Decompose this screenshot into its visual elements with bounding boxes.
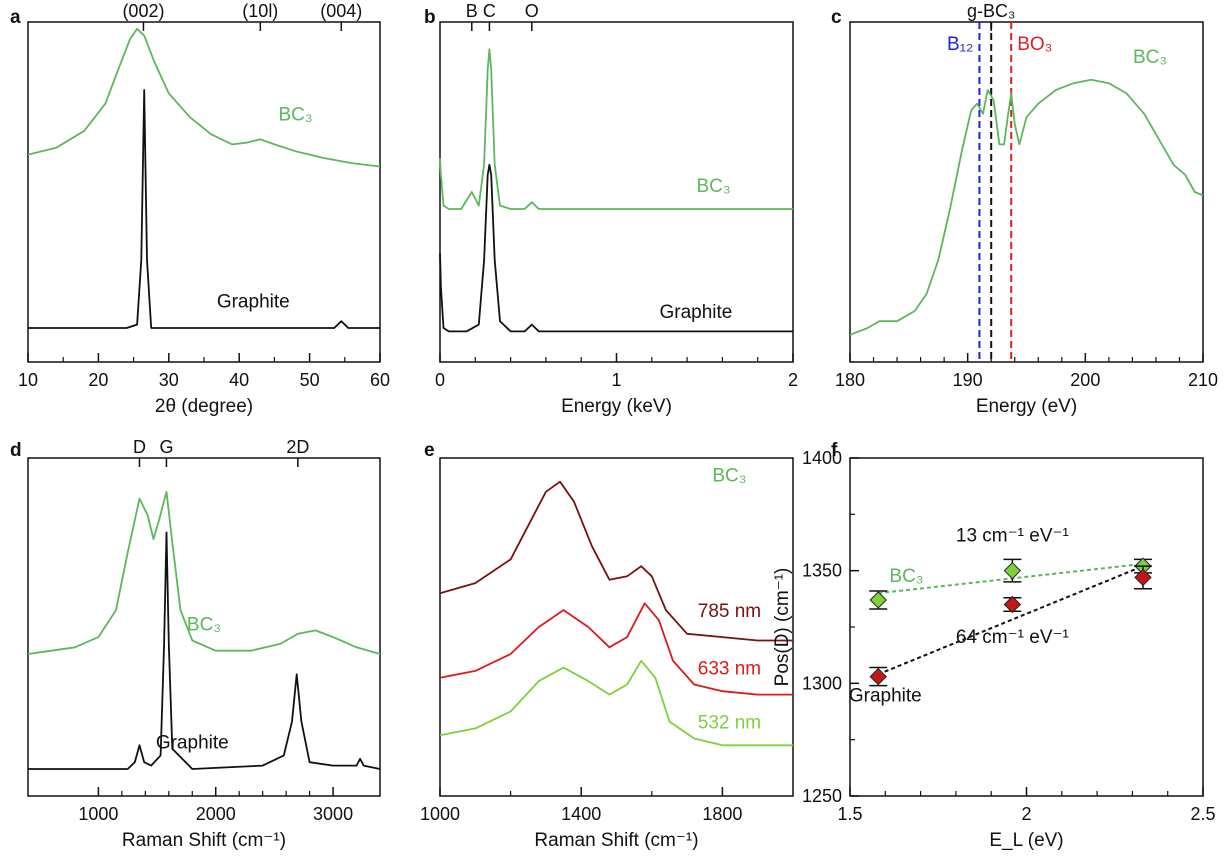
x-tick-label: 3000 [313, 804, 353, 824]
series-line-graphite [28, 531, 381, 770]
series-label: 532 nm [698, 712, 761, 733]
x-tick-label: 1000 [78, 804, 118, 824]
x-tick-label: 190 [953, 370, 983, 390]
top-label: g-BC₃ [967, 1, 1015, 21]
x-tick-label: 210 [1188, 370, 1218, 390]
data-point-graphite [1134, 568, 1152, 587]
x-axis-label: Energy (eV) [976, 396, 1077, 417]
series-label: BC₃ [278, 105, 312, 126]
panel-letter-d: d [10, 440, 22, 461]
top-label: (002) [122, 1, 164, 21]
series-line-785-nm [439, 480, 793, 642]
series-label: Graphite [659, 302, 732, 323]
series-line-graphite [28, 89, 380, 329]
panel-a-frame [27, 21, 381, 363]
series-label: BC₃ [889, 566, 923, 587]
panel-b-frame [439, 21, 794, 363]
series-line-532-nm [439, 659, 793, 747]
data-point-graphite [1003, 595, 1022, 614]
panel-letter-e: e [424, 440, 435, 461]
series-label: BC₃ [1133, 47, 1167, 68]
panel-letter-a: a [10, 7, 21, 28]
series-label: BC₃ [697, 176, 731, 197]
panel-d-frame [27, 457, 381, 797]
vline-label: B₁₂ [947, 34, 973, 55]
series-line-bc3 [849, 78, 1204, 336]
series-label: BC₃ [187, 614, 221, 635]
data-point-bc3 [1003, 561, 1022, 580]
series-line-graphite [439, 163, 793, 333]
series-label: Graphite [849, 685, 922, 706]
x-tick-label: 1800 [702, 804, 742, 824]
panel-c: 180 190 200 210 Energy (eV) g-BC₃ B₁₂ BO₃ BC₃ [835, 1, 1218, 417]
series-label: 64 cm⁻¹ eV⁻¹ [956, 627, 1069, 648]
x-tick-label: 1400 [561, 804, 601, 824]
panel-a: 10 20 30 40 50 60 2θ (degree) (002) (10l) (004) BC… [18, 1, 390, 417]
series-label: Graphite [156, 733, 229, 754]
panel-c-frame [849, 21, 1204, 363]
x-tick-label: 40 [229, 370, 249, 390]
x-tick-label: 2 [1021, 804, 1031, 824]
x-tick-label: 50 [300, 370, 320, 390]
top-label: (004) [320, 1, 362, 21]
x-tick-label: 1.5 [837, 804, 862, 824]
panel-letter-c: c [831, 7, 842, 28]
x-tick-label: 1000 [420, 804, 460, 824]
x-axis-label: Raman Shift (cm⁻¹) [122, 830, 286, 851]
panel-b: 0 1 2 Energy (keV) B C O BC₃ Graphite [435, 1, 798, 417]
y-tick-label: 1250 [802, 786, 842, 806]
x-tick-label: 0 [435, 370, 445, 390]
series-label: 633 nm [698, 658, 761, 679]
data-point-graphite [869, 667, 887, 686]
series-line-633-nm [439, 602, 793, 696]
x-tick-label: 200 [1070, 370, 1100, 390]
x-tick-label: 20 [88, 370, 108, 390]
top-label: O [525, 1, 539, 21]
fit-line-bc3 [878, 562, 1144, 595]
panel-letter-b: b [424, 7, 436, 28]
fit-line-graphite [877, 565, 1144, 676]
x-axis-label: 2θ (degree) [155, 396, 253, 417]
series-line-bc3 [27, 27, 381, 168]
x-tick-label: 180 [835, 370, 865, 390]
x-tick-label: 10 [18, 370, 38, 390]
x-axis-label: Energy (keV) [561, 396, 672, 417]
x-tick-label: 2 [788, 370, 798, 390]
series-label: BC₃ [712, 466, 746, 487]
y-tick-label: 1400 [802, 448, 842, 468]
series-label: 785 nm [698, 601, 761, 622]
x-tick-label: 30 [159, 370, 179, 390]
top-label: D [133, 437, 146, 457]
y-tick-label: 1350 [802, 561, 842, 581]
panel-d: 1000 2000 3000 Raman Shift (cm⁻¹) D G 2D BC₃ Gra… [27, 437, 381, 851]
top-label: (10l) [242, 1, 278, 21]
top-label: 2D [286, 437, 309, 457]
series-label: 13 cm⁻¹ eV⁻¹ [956, 525, 1069, 546]
panel-letter-f: f [831, 440, 838, 461]
series-line-bc3 [27, 490, 381, 655]
x-tick-label: 2.5 [1190, 804, 1215, 824]
top-label: G [159, 437, 173, 457]
panel-e-frame [439, 457, 794, 797]
vline-label: BO₃ [1017, 34, 1052, 55]
x-axis-label: Raman Shift (cm⁻¹) [534, 830, 698, 851]
series-line-bc3 [439, 48, 793, 210]
x-tick-label: 60 [370, 370, 390, 390]
y-axis-label: Pos(D) (cm⁻¹) [772, 568, 793, 687]
top-label: B [466, 1, 478, 21]
x-axis-label: E_L (eV) [989, 830, 1063, 851]
top-label: C [483, 1, 496, 21]
series-label: Graphite [217, 292, 290, 313]
panel-f: 1.5 2 2.5 E_L (eV) 1250 1300 1350 1400 Pos(D) (c… [772, 448, 1216, 851]
data-point-bc3 [869, 591, 887, 609]
x-tick-label: 1 [611, 370, 621, 390]
y-tick-label: 1300 [802, 673, 842, 693]
x-tick-label: 2000 [196, 804, 236, 824]
